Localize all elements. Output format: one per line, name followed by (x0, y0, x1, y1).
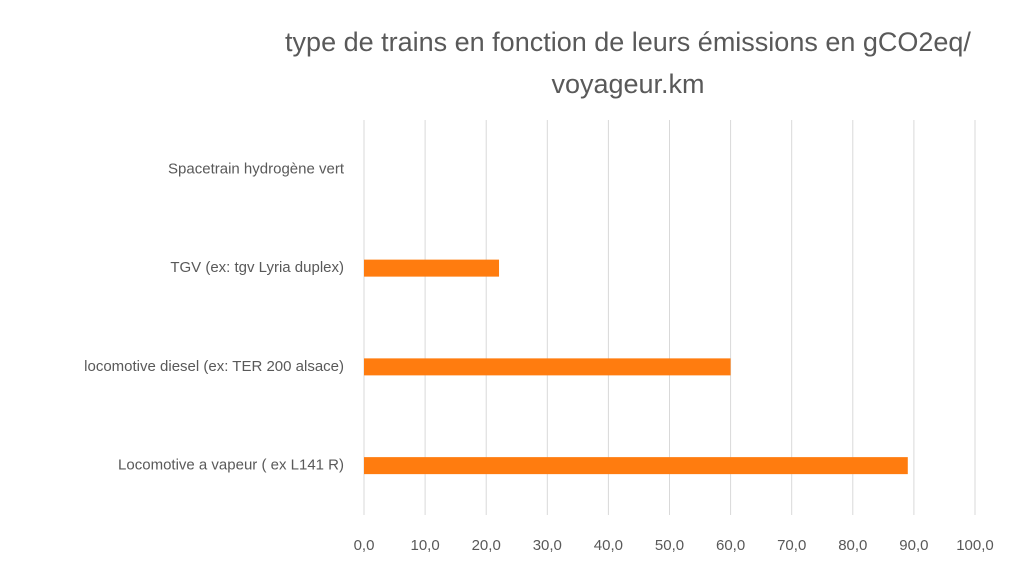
y-tick-label: Locomotive a vapeur ( ex L141 R) (118, 457, 344, 474)
x-tick-label: 60,0 (716, 537, 745, 554)
x-tick-label: 40,0 (594, 537, 623, 554)
bar (364, 358, 731, 376)
x-tick-label: 50,0 (655, 537, 684, 554)
chart-title: type de trains en fonction de leurs émis… (285, 27, 971, 57)
x-tick-label: 100,0 (956, 537, 994, 554)
x-tick-label: 30,0 (533, 537, 562, 554)
x-tick-label: 70,0 (777, 537, 806, 554)
y-tick-label: Spacetrain hydrogène vert (168, 160, 345, 177)
x-tick-label: 20,0 (472, 537, 501, 554)
x-tick-label: 90,0 (899, 537, 928, 554)
chart-title: voyageur.km (551, 69, 704, 99)
y-tick-label: locomotive diesel (ex: TER 200 alsace) (84, 358, 344, 375)
x-tick-label: 10,0 (410, 537, 439, 554)
x-tick-label: 80,0 (838, 537, 867, 554)
bar (364, 259, 500, 277)
bar (364, 457, 908, 475)
x-tick-label: 0,0 (354, 537, 375, 554)
y-tick-label: TGV (ex: tgv Lyria duplex) (170, 259, 344, 276)
